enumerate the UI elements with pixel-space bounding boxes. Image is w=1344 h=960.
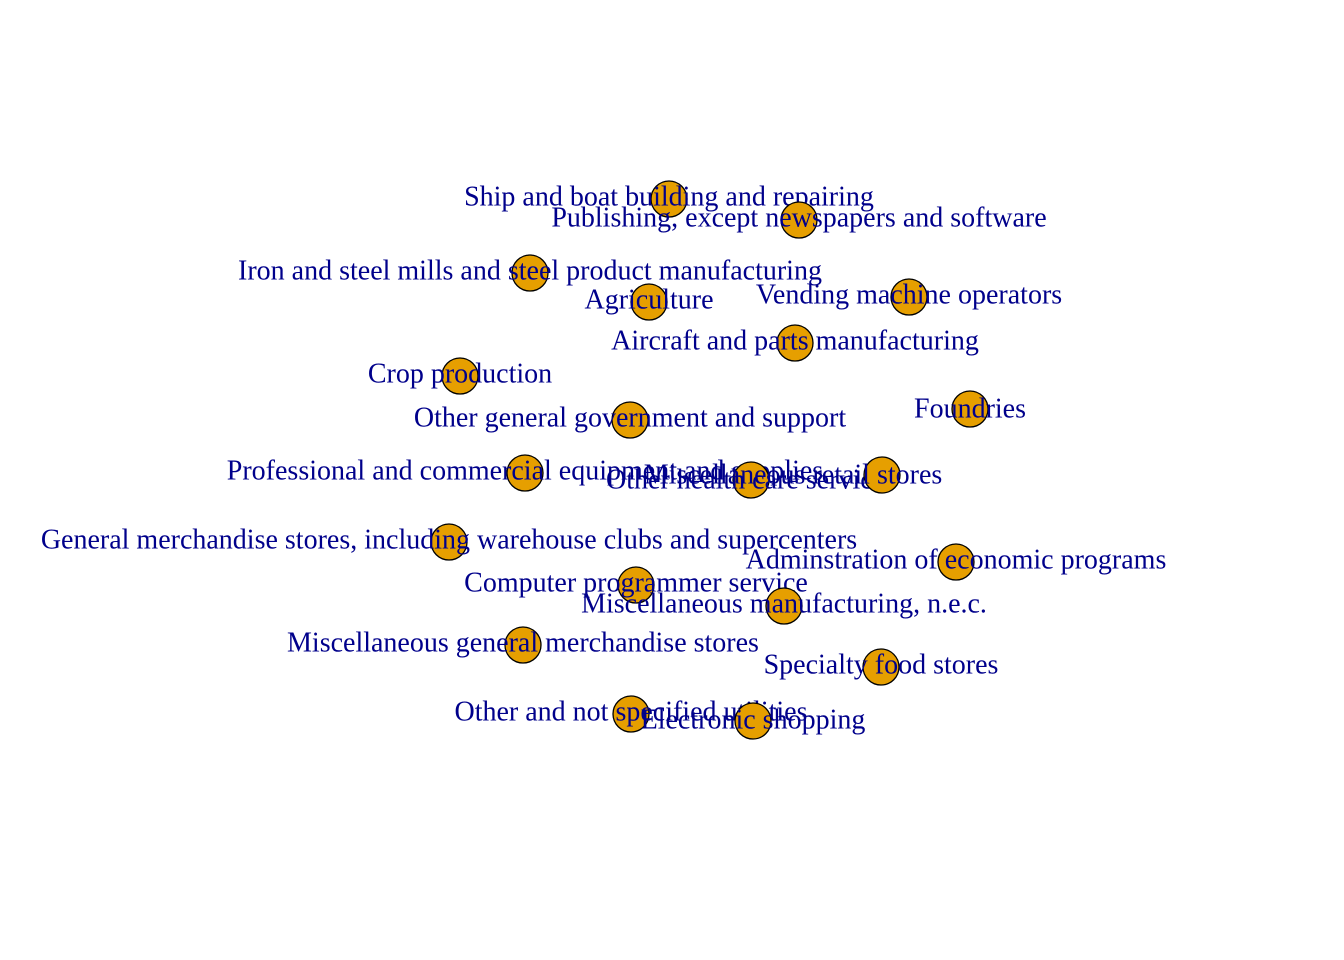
node-label: Specialty food stores (764, 649, 999, 680)
node-circle[interactable] (504, 626, 542, 664)
node-circle[interactable] (862, 648, 900, 686)
node-vending[interactable]: Vending machine operators (756, 278, 1062, 316)
node-miscmfg[interactable]: Miscellaneous manufacturing, n.e.c. (581, 587, 987, 625)
node-label: Adminstration of economic programs (746, 544, 1167, 575)
node-label: Computer programmer service (464, 567, 808, 598)
node-professional[interactable]: Professional and commercial equipment an… (227, 454, 823, 492)
node-healthcare[interactable]: Other health care services (606, 461, 896, 499)
node-circle[interactable] (776, 324, 814, 362)
node-circle[interactable] (937, 543, 975, 581)
node-crop[interactable]: Crop production (368, 357, 552, 395)
node-circle[interactable] (863, 456, 901, 494)
node-label: Other general government and support (414, 402, 847, 433)
node-circle[interactable] (511, 254, 549, 292)
node-circle[interactable] (506, 454, 544, 492)
node-label: Professional and commercial equipment an… (227, 455, 823, 486)
node-govsupport[interactable]: Other general government and support (414, 401, 847, 439)
node-aircraft[interactable]: Aircraft and parts manufacturing (611, 324, 979, 362)
node-label: Crop production (368, 358, 552, 389)
node-circle[interactable] (611, 401, 649, 439)
node-circle[interactable] (650, 180, 688, 218)
node-circle[interactable] (612, 695, 650, 733)
node-label: Agriculture (584, 284, 713, 315)
node-label: Other health care services (606, 464, 896, 495)
node-specialty[interactable]: Specialty food stores (764, 648, 999, 686)
node-label: Miscellaneous manufacturing, n.e.c. (581, 588, 987, 619)
node-label: Electronic shopping (641, 704, 866, 735)
node-label: Foundries (914, 393, 1026, 424)
node-iron[interactable]: Iron and steel mills and steel product m… (238, 254, 822, 292)
node-label: Iron and steel mills and steel product m… (238, 255, 822, 286)
node-circle[interactable] (734, 702, 772, 740)
node-agriculture[interactable]: Agriculture (584, 283, 714, 321)
node-circle[interactable] (732, 461, 770, 499)
node-label: Aircraft and parts manufacturing (611, 325, 979, 356)
node-publishing[interactable]: Publishing, except newspapers and softwa… (551, 201, 1047, 239)
node-label: Miscellaneous retail stores (644, 459, 943, 490)
node-computer[interactable]: Computer programmer service (464, 566, 808, 604)
node-label: Publishing, except newspapers and softwa… (551, 202, 1046, 233)
node-miscretail[interactable]: Miscellaneous retail stores (644, 456, 943, 494)
node-circle[interactable] (630, 283, 668, 321)
node-circle[interactable] (441, 357, 479, 395)
node-miscgenmerch[interactable]: Miscellaneous general merchandise stores (287, 626, 759, 664)
node-foundries[interactable]: Foundries (914, 390, 1026, 428)
node-label: Miscellaneous general merchandise stores (287, 627, 759, 658)
node-label: General merchandise stores, including wa… (41, 524, 857, 555)
node-circle[interactable] (951, 390, 989, 428)
node-circle[interactable] (780, 201, 818, 239)
node-electronic[interactable]: Electronic shopping (641, 702, 866, 740)
node-circle[interactable] (890, 278, 928, 316)
node-generalmerch[interactable]: General merchandise stores, including wa… (41, 523, 857, 561)
node-label: Vending machine operators (756, 279, 1062, 310)
node-circle[interactable] (765, 587, 803, 625)
node-circle[interactable] (430, 523, 468, 561)
node-circle[interactable] (617, 566, 655, 604)
node-econprog[interactable]: Adminstration of economic programs (746, 543, 1167, 581)
